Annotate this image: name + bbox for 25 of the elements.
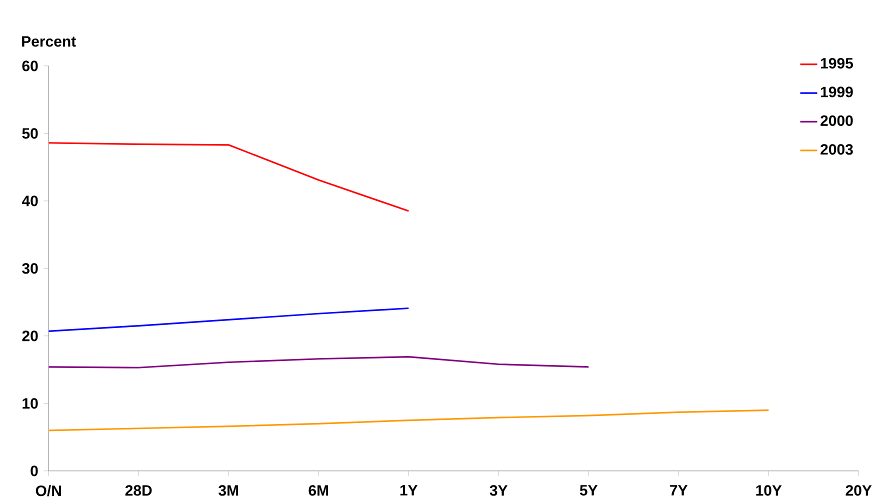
y-tick-label: 10 [22, 398, 38, 409]
line-series [48, 142, 410, 212]
legend-label: 2000 [820, 115, 853, 126]
line-series [48, 356, 590, 368]
line-series [48, 409, 770, 432]
y-tick-label: 60 [22, 60, 38, 72]
x-tick-label: 3Y [490, 485, 508, 496]
x-tick-label: 28D [125, 485, 152, 496]
y-tick-label: 40 [22, 196, 38, 206]
x-tick-label: O/N [36, 485, 61, 496]
legend-label: 1999 [820, 86, 853, 98]
x-tick-label: 5Y [580, 485, 598, 496]
x-tick-label: 10Y [756, 485, 782, 496]
legend-label: 1995 [820, 58, 853, 69]
legend-label: 2003 [820, 144, 853, 155]
x-tick-label: 6M [308, 485, 328, 496]
y-tick-label: 50 [22, 128, 38, 139]
x-tick-label: 7Y [670, 485, 688, 496]
y-tick-label: 0 [30, 466, 38, 476]
y-tick-label: 30 [22, 263, 38, 274]
y-axis-title: Percent [22, 36, 76, 47]
x-tick-label: 3M [218, 485, 238, 496]
x-tick-label: 20Y [846, 485, 872, 496]
x-tick-label: 1Y [400, 485, 418, 496]
y-tick-label: 20 [22, 330, 38, 342]
